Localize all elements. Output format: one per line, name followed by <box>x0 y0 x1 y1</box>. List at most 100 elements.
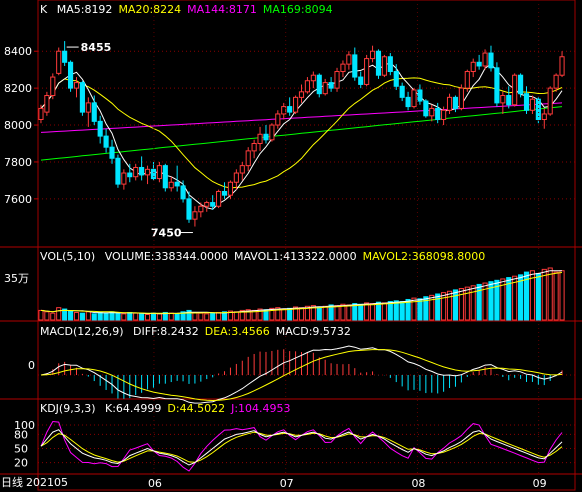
volume-bar-66 <box>429 294 435 321</box>
candle-body-84 <box>535 98 541 121</box>
ma169-line <box>40 106 563 161</box>
volume-bar-28 <box>204 313 210 321</box>
candle-body-79 <box>506 95 512 106</box>
volume-bar-10 <box>97 311 103 321</box>
volume-unit-tick: 35万 <box>4 272 29 285</box>
ma-label-0: MA5:8192 <box>56 3 113 16</box>
candle-body-26 <box>192 211 198 220</box>
candle-body-15 <box>127 172 133 178</box>
volume-bar-8 <box>85 311 91 321</box>
kdj-tick-label-50: 50 <box>14 443 28 456</box>
volume-bar-44 <box>298 307 305 321</box>
volume-bar-73 <box>470 285 476 321</box>
volume-bar-85 <box>541 268 547 321</box>
macd-dea-line <box>40 349 563 402</box>
candle-body-73 <box>470 61 476 73</box>
volume-bar-76 <box>488 281 494 321</box>
volume-bar-68 <box>441 292 447 321</box>
candle-body-59 <box>387 56 393 73</box>
volume-bar-30 <box>216 311 222 321</box>
price-tick-label-8000: 8000 <box>4 119 32 132</box>
volume-bar-41 <box>281 308 287 321</box>
volume-field-1: MAVOL1:413322.0000 <box>233 250 357 263</box>
candle-body-75 <box>482 52 488 67</box>
volume-bar-60 <box>393 300 399 321</box>
volume-bar-61 <box>399 301 405 321</box>
candle-body-16 <box>133 166 139 178</box>
macd-field-2: MACD:9.5732 <box>275 325 351 338</box>
volume-bar-79 <box>506 277 512 321</box>
volume-panel-header: VOL(5,10) VOLUME:338344.0000 MAVOL1:41332… <box>40 251 485 263</box>
low-marker-label: 7450 <box>151 227 182 240</box>
candle-body-46 <box>310 74 316 82</box>
price-tick-label-7600: 7600 <box>4 193 32 206</box>
volume-bar-67 <box>435 293 441 321</box>
candle-body-51 <box>340 63 346 73</box>
candle-body-27 <box>198 205 204 213</box>
volume-field-2: MAVOL2:368098.8000 <box>362 250 486 263</box>
volume-bar-27 <box>198 312 204 321</box>
price-tick-label-7800: 7800 <box>4 156 32 169</box>
macd-panel-label: MACD(12,26,9) <box>40 325 124 338</box>
kdj-field-0: K:64.4999 <box>105 402 162 415</box>
candle-body-20 <box>156 165 162 180</box>
candle-body-74 <box>476 61 482 67</box>
candle-body-70 <box>452 96 459 109</box>
volume-bar-24 <box>180 311 186 321</box>
candle-body-21 <box>162 165 168 189</box>
volume-bar-39 <box>269 307 275 321</box>
candle-body-48 <box>322 82 328 95</box>
candle-body-40 <box>275 113 281 126</box>
candle-body-60 <box>393 71 399 87</box>
volume-bar-83 <box>529 270 536 321</box>
candle-body-71 <box>458 87 464 109</box>
candle-body-56 <box>369 50 376 60</box>
volume-bar-63 <box>411 297 417 321</box>
period-label[interactable]: 日线 <box>1 476 23 489</box>
candle-body-19 <box>150 168 157 180</box>
volume-bar-5 <box>67 310 74 321</box>
volume-bar-9 <box>91 313 97 321</box>
candle-body-80 <box>512 74 518 106</box>
volume-bar-25 <box>186 309 192 321</box>
volume-bar-21 <box>162 311 168 321</box>
candle-body-24 <box>180 185 186 200</box>
candle-body-54 <box>358 76 364 85</box>
ma-label-1: MA20:8224 <box>118 3 182 16</box>
candle-body-23 <box>174 181 180 187</box>
candle-body-57 <box>375 50 382 76</box>
candle-body-34 <box>239 165 245 174</box>
candle-body-41 <box>281 106 287 115</box>
volume-bar-56 <box>369 303 376 321</box>
candle-body-43 <box>293 96 299 113</box>
volume-bar-58 <box>381 302 387 321</box>
volume-bar-13 <box>115 312 121 321</box>
volume-bar-53 <box>352 303 358 321</box>
kdj-k-line <box>40 429 563 466</box>
volume-bar-7 <box>79 312 85 321</box>
volume-bar-57 <box>375 301 382 321</box>
volume-bar-35 <box>245 309 251 321</box>
candle-body-81 <box>518 74 524 95</box>
candle-body-9 <box>91 102 97 122</box>
volume-bar-32 <box>227 310 234 321</box>
candle-body-4 <box>62 50 68 63</box>
x-axis-label-09: 09 <box>533 477 547 490</box>
volume-bar-46 <box>310 305 316 321</box>
macd-field-1: DEA:3.4566 <box>204 325 270 338</box>
candle-body-37 <box>257 133 263 144</box>
price-tick-label-8200: 8200 <box>4 82 32 95</box>
candle-body-55 <box>364 58 370 85</box>
candle-body-5 <box>67 61 74 89</box>
high-marker-label: 8455 <box>81 41 112 54</box>
candle-body-72 <box>464 71 470 89</box>
volume-panel-label: VOL(5,10) <box>40 250 96 263</box>
candle-body-7 <box>79 82 85 113</box>
candle-body-67 <box>435 107 441 121</box>
volume-bar-55 <box>364 302 370 321</box>
macd-panel-header: MACD(12,26,9) DIFF:8.2432 DEA:3.4566 MACD:… <box>40 326 351 338</box>
volume-bar-49 <box>328 304 334 321</box>
volume-bar-71 <box>458 288 464 321</box>
candle-body-33 <box>233 172 239 183</box>
